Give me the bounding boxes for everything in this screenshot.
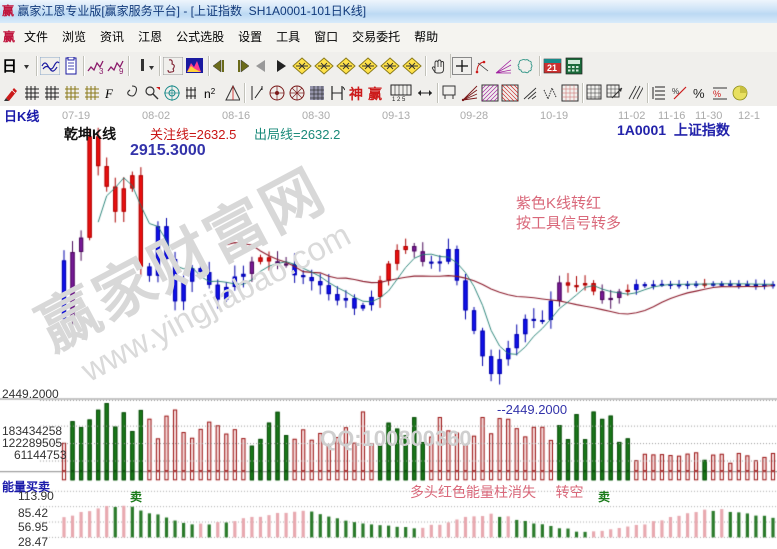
svg-text:%: % bbox=[672, 87, 679, 96]
svg-text:21: 21 bbox=[547, 63, 557, 73]
svg-text:%: % bbox=[713, 89, 721, 99]
svg-text:赢: 赢 bbox=[368, 86, 382, 102]
svg-text:日: 日 bbox=[2, 58, 17, 75]
svg-text:F: F bbox=[104, 86, 114, 101]
svg-text:%: % bbox=[693, 86, 705, 101]
svg-text:神: 神 bbox=[349, 86, 363, 102]
svg-text:1 2 5: 1 2 5 bbox=[392, 97, 406, 102]
svg-text:n2: n2 bbox=[204, 86, 216, 101]
svg-text:3: 3 bbox=[99, 67, 104, 75]
svg-text:9: 9 bbox=[119, 67, 124, 75]
